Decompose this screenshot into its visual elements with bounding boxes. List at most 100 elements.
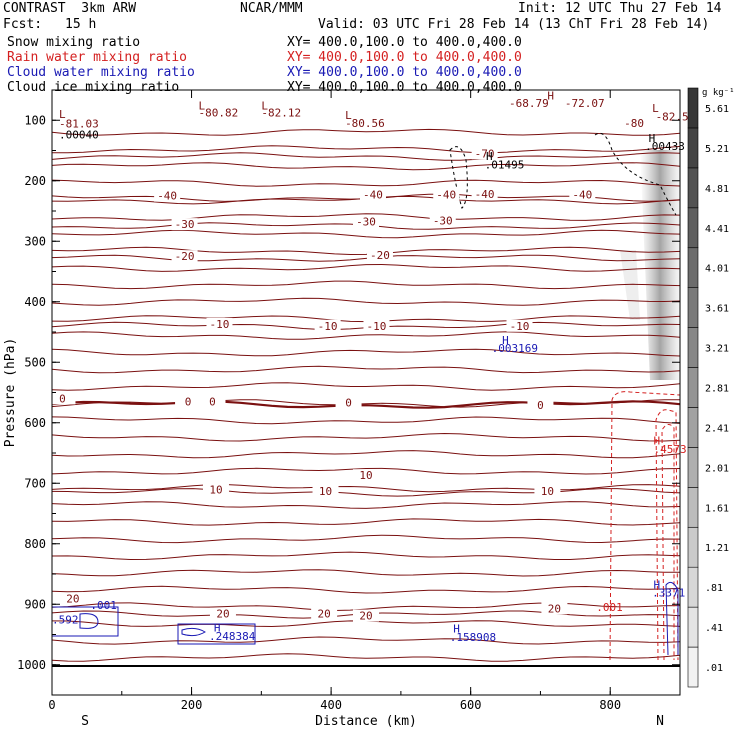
isotherm-line [51,263,681,272]
colorbar-label: .01 [705,663,723,674]
colorbar-swatch [687,287,699,328]
colorbar-swatch [687,606,699,648]
legend-rain: Rain water mixing ratio [7,50,188,65]
extremum-value-label: -80 [624,117,644,130]
valid-time: Valid: 03 UTC Fri 28 Feb 14 (13 ChT Fri … [318,17,710,32]
colorbar-swatch [687,207,699,249]
hydrometeor-contours [52,132,681,661]
legend-cloud-ice: Cloud ice mixing ratio [7,80,180,95]
north-end-label: N [656,714,664,729]
isotherm-line [51,534,681,544]
center-label: NCAR/MMM [240,1,303,16]
colorbar-label: 3.61 [705,304,729,315]
isotherm-label: 0 [209,395,216,408]
isotherm-line [51,297,681,306]
extremum-marker: L [261,99,268,112]
colorbar-label: 1.61 [705,503,729,514]
isotherm-line [51,501,681,509]
extremum-value-label: .4573 [653,443,686,456]
colorbar-label: 4.01 [705,264,729,275]
isotherm-label: 10 [541,485,554,498]
isotherm-line [51,518,681,526]
colorbar-label: 5.61 [705,104,729,115]
extremum-value-label: .592 [52,614,79,627]
isotherm-label: -10 [318,320,338,333]
forecast-hour: 15 h [65,17,97,32]
isotherm-label-bg [429,214,456,227]
colorbar-swatch [687,566,699,608]
extremum-value-label: .3371 [652,586,685,599]
colorbar-label: 3.21 [705,344,729,355]
colorbar-swatch [687,646,699,688]
colorbar-swatch [687,487,699,528]
extremum-value-label: .248384 [209,630,256,643]
extremum-marker: H [547,90,554,103]
extremum-value-label: -80.82 [199,107,239,120]
isotherm-label-bg [534,484,561,497]
isotherm-line [51,382,681,391]
x-tick-label: 600 [460,698,482,712]
isotherm-label-bg [202,483,229,496]
isotherm-label: -30 [433,214,453,227]
isotherm-label-bg [199,395,226,408]
colorbar-swatch [687,87,699,129]
rain-contour-inner [655,409,679,661]
extremum-marker: H [453,623,460,636]
x-tick-label: 400 [320,698,342,712]
extremum-marker: H [653,435,660,448]
extremum-value-label: -68.79 [509,97,549,110]
isotherm-label: -40 [157,190,177,203]
isotherm-line [51,400,681,409]
isotherm-line [51,365,681,374]
colorbar-swatch [687,407,699,448]
isotherm-line [51,152,681,161]
isotherm-label: 10 [209,484,222,497]
isotherm-line [51,331,681,340]
extremum-value-label: -72.07 [565,97,605,110]
isotherm-line [51,467,681,475]
rain-contour-outer [609,391,681,661]
isotherm-line [51,653,681,662]
isotherm-line [51,488,681,497]
isotherm-label-bg [363,319,390,332]
isotherm-label: 20 [216,608,229,621]
isotherm-label: -40 [436,188,456,201]
isotherm-label-bg [312,484,339,497]
colorbar-label: 5.21 [705,144,729,155]
colorbar-label: 2.01 [705,463,729,474]
colorbar-label: .41 [705,623,723,634]
isotherm-label-bg [209,607,236,620]
isotherm-line [51,551,681,561]
isotherm-label-bg [175,395,202,408]
isotherm-label: -20 [175,250,195,263]
colorbar-swatch [687,447,699,488]
isotherm-line [51,569,680,577]
y-tick-label: 500 [24,355,46,369]
contour-labels: -40 -40 -40 -40 -40 -30 -30 -30 -20 -20 -10 -10 -10 -… [49,90,689,644]
isotherm-line [51,483,681,493]
extremum-marker: H [486,150,493,163]
extremum-value-label: -81.03 [59,118,99,131]
extremum-marker: L [59,108,66,121]
isotherm-line [51,280,681,290]
y-tick-label: 600 [24,416,46,430]
extremum-marker: H [649,132,656,145]
init-time: Init: 12 UTC Thu 27 Feb 14 [518,1,722,16]
extremum-value-label: .00433 [645,140,685,153]
isotherm-line [51,229,681,239]
isotherm-line [51,432,681,442]
isotherm-line [51,162,681,171]
isotherm-label-bg [335,396,362,409]
isotherm-line [51,585,681,594]
colorbar-label: 2.41 [705,423,729,434]
extremum-marker: H [653,579,660,592]
isotherm-label-bg [471,187,498,200]
colorbar-label: 4.41 [705,224,729,235]
isotherm-label-bg [206,317,233,330]
isotherm-line [51,254,681,262]
y-tick-label: 1000 [17,658,46,672]
isotherm-label: -10 [510,320,530,333]
y-tick-label: 900 [24,597,46,611]
isotherm-label-bg [433,188,460,201]
extremum-value-label: .001 [90,599,117,612]
